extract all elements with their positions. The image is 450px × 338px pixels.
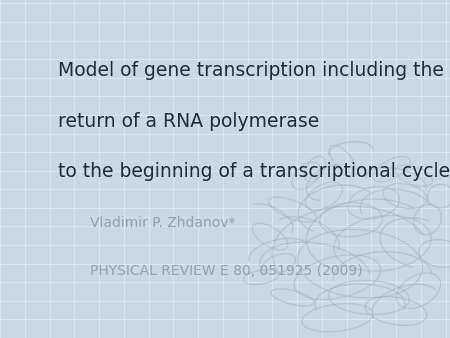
Text: Vladimir P. Zhdanov*: Vladimir P. Zhdanov*: [90, 216, 235, 230]
Text: Model of gene transcription including the: Model of gene transcription including th…: [58, 61, 445, 80]
Text: return of a RNA polymerase: return of a RNA polymerase: [58, 112, 320, 130]
Text: to the beginning of a transcriptional cycle: to the beginning of a transcriptional cy…: [58, 162, 450, 181]
Text: PHYSICAL REVIEW E 80, 051925 (2009): PHYSICAL REVIEW E 80, 051925 (2009): [90, 264, 363, 277]
